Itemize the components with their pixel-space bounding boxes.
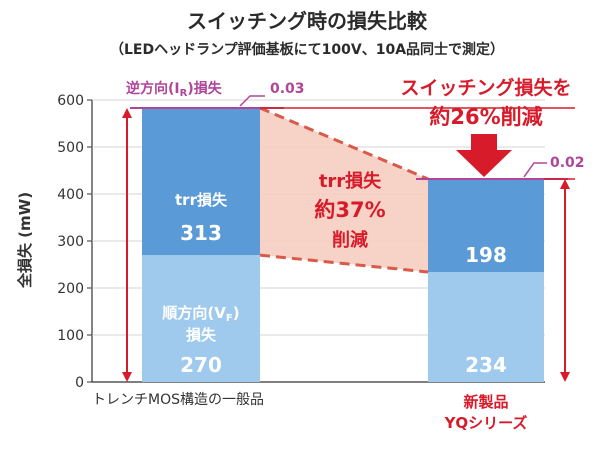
total-arrow-general-head-top [122, 107, 132, 118]
bar-layer [122, 106, 575, 382]
y-tick-label: 0 [75, 375, 84, 391]
reverse-value-general: 0.03 [270, 81, 305, 97]
reverse-loss-label: 逆方向(IR)損失 [126, 80, 223, 99]
y-tick-label: 400 [57, 187, 84, 203]
trr-reduction-top-dash [259, 106, 429, 181]
down-arrow-icon [456, 134, 512, 177]
switching-reduction-text-1: スイッチング損失を [400, 76, 571, 99]
bar-segment-trr [142, 107, 260, 256]
label-layer: trr損失 313 順方向(VF) 損失 270 198 234 逆方向(IR)損失 0.03 0… [92, 76, 585, 432]
trr-reduction-bottom-dash [259, 253, 429, 274]
data-label-forward-new: 234 [465, 353, 507, 377]
data-label-trr-new: 198 [465, 243, 507, 267]
category-label-new-line2: YQシリーズ [444, 414, 528, 432]
y-tick-label: 300 [57, 234, 84, 250]
y-tick-label: 600 [57, 93, 84, 109]
y-tick-label: 200 [57, 281, 84, 297]
chart-title: スイッチング時の損失比較 [187, 9, 428, 33]
category-label-general: トレンチMOS構造の一般品 [92, 392, 264, 408]
bar-segment-forward [428, 272, 544, 382]
trr-reduction-band [260, 107, 428, 273]
bar-segment-forward [142, 255, 260, 382]
trr-reduction-text-3: 削減 [332, 229, 368, 251]
y-tick-label: 500 [57, 140, 84, 156]
chart-subtitle: （LEDヘッドランプ評価基板にて100V、10A品同士で測定） [110, 41, 504, 58]
trr-reduction-text-1: trr損失 [319, 170, 382, 192]
y-tick-label: 100 [57, 328, 84, 344]
series-label-forward: 順方向(VF) [161, 304, 239, 324]
reduction-band-layer [259, 106, 429, 274]
bar-segment-trr [428, 178, 544, 273]
reverse-value-new: 0.02 [550, 155, 585, 171]
series-label-trr: trr損失 [175, 191, 228, 209]
switching-reduction-text-2: 約26%削減 [429, 105, 542, 129]
trr-reduction-text-2: 約37% [314, 198, 385, 222]
data-label-trr-general: 313 [180, 221, 222, 245]
data-label-forward-general: 270 [180, 353, 222, 377]
reverse-leader-new [523, 162, 547, 178]
category-label-new-line1: 新製品 [463, 393, 508, 411]
series-label-forward-line2: 損失 [186, 326, 217, 344]
total-arrow-new-head-top [560, 178, 570, 189]
reverse-leader-general [239, 95, 265, 107]
y-axis-label: 全損失 (mW) [16, 192, 34, 289]
total-arrow-general-head-bottom [122, 372, 132, 382]
total-arrow-new-head-bottom [560, 372, 570, 382]
